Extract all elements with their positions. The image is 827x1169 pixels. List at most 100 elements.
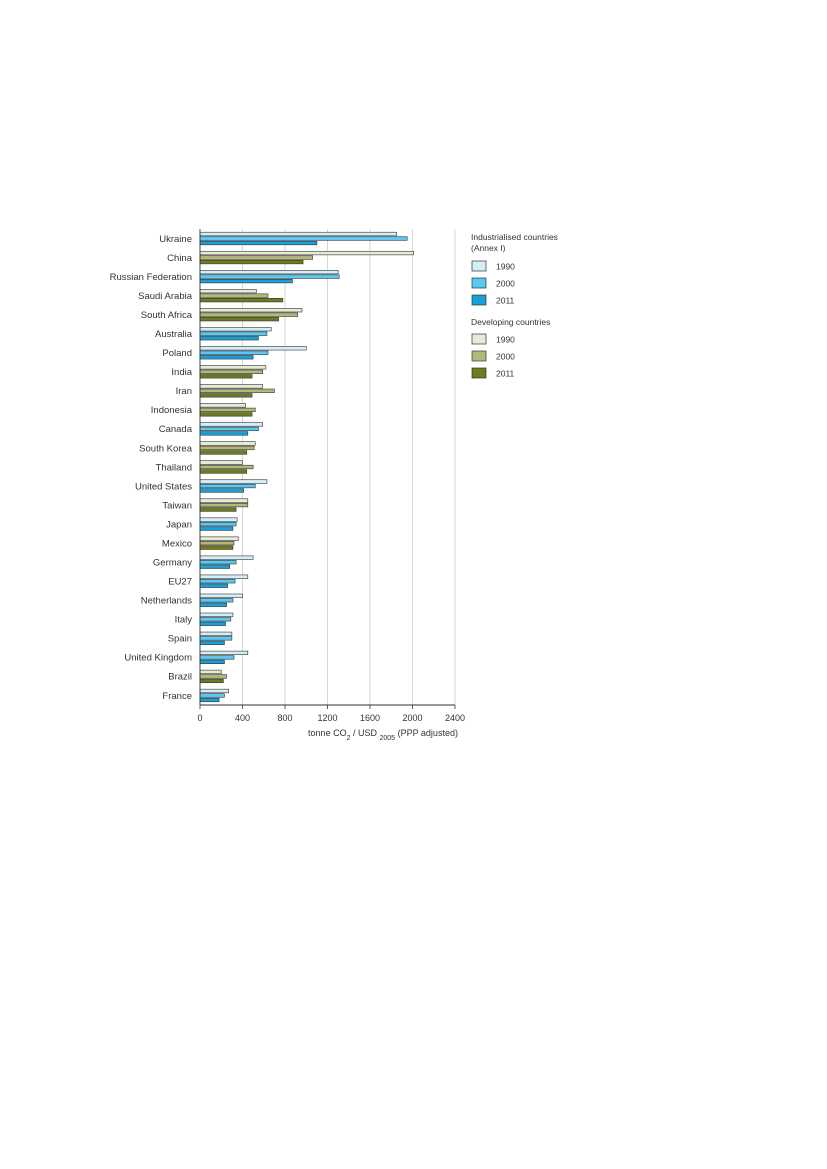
category-label-china: China: [167, 253, 193, 264]
bar-spain-2000: [199, 636, 233, 641]
category-label-thailand: Thailand: [156, 462, 192, 473]
category-label-japan: Japan: [166, 519, 192, 530]
legend-label-developing-2011: 2011: [496, 369, 515, 379]
legend: Industrialised countries (Annex I) 1990 2…: [471, 232, 558, 379]
bar-saudi-arabia-2011: [199, 298, 284, 303]
legend-label-developing-2000: 2000: [496, 352, 515, 362]
bar-russian-federation-2000: [199, 274, 340, 279]
category-label-mexico: Mexico: [162, 538, 192, 549]
bar-australia-2011: [199, 336, 259, 341]
category-label-united-states: United States: [135, 481, 192, 492]
bar-france-2011: [199, 697, 220, 703]
category-label-ukraine: Ukraine: [159, 234, 192, 245]
category-label-indonesia: Indonesia: [151, 405, 193, 416]
bar-japan-1990: [199, 517, 238, 522]
bar-italy-2000: [199, 617, 232, 622]
category-label-iran: Iran: [176, 386, 192, 397]
bar-indonesia-2011: [199, 412, 253, 417]
bar-united-kingdom-1990: [199, 650, 249, 655]
bar-canada-2011: [199, 431, 249, 436]
bar-south-africa-1990: [199, 308, 303, 313]
bar-united-kingdom-2011: [199, 659, 225, 664]
category-label-india: India: [171, 367, 192, 378]
legend-label-industrialised-2011: 2011: [496, 296, 515, 306]
bar-ukraine-2011: [199, 240, 318, 246]
category-label-eu27: EU27: [168, 577, 192, 588]
labels-layer: 0 400 800 1200 1600 2000 2400 Ukraine China Russi…: [110, 234, 465, 723]
category-label-russian-federation: Russian Federation: [110, 272, 192, 283]
bar-united-states-2011: [199, 488, 244, 493]
legend-developing-title: Developing countries: [471, 317, 550, 327]
bar-brazil-1990: [199, 669, 222, 675]
category-label-germany: Germany: [153, 558, 192, 569]
bar-netherlands-2000: [199, 598, 234, 603]
bar-mexico-1990: [199, 536, 239, 541]
bar-china-1990: [199, 250, 414, 256]
bar-taiwan-2000: [199, 502, 249, 508]
bar-canada-1990: [199, 422, 263, 427]
bar-eu27-2011: [199, 583, 228, 588]
x-tick-label-0: 0: [197, 713, 202, 723]
legend-industrialised-title: Industrialised countries: [471, 232, 558, 242]
x-tick-label-1200: 1200: [317, 713, 337, 723]
bar-south-africa-2011: [199, 317, 279, 322]
legend-swatch-industrialised-2000: [471, 277, 487, 289]
bar-japan-2000: [199, 522, 237, 527]
bar-russian-federation-1990: [199, 269, 339, 275]
bar-italy-1990: [199, 612, 234, 617]
legend-label-developing-1990: 1990: [496, 335, 515, 345]
bar-india-2011: [199, 374, 253, 379]
legend-swatch-developing-2000: [471, 350, 487, 362]
bar-thailand-2011: [199, 469, 248, 474]
x-tick-label-1600: 1600: [360, 713, 380, 723]
bar-eu27-2000: [199, 579, 236, 584]
bar-spain-2011: [199, 640, 225, 645]
bar-indonesia-2000: [199, 407, 256, 412]
bar-australia-1990: [199, 327, 272, 332]
bar-iran-1990: [199, 384, 263, 389]
bar-germany-2011: [199, 564, 231, 569]
axis-layer: [199, 229, 456, 709]
bar-ukraine-1990: [199, 231, 397, 237]
x-tick-label-800: 800: [277, 713, 292, 723]
bar-germany-1990: [199, 555, 254, 560]
category-label-taiwan: Taiwan: [162, 500, 192, 511]
category-label-saudi-arabia: Saudi Arabia: [138, 291, 193, 302]
bar-spain-1990: [199, 631, 233, 636]
x-tick-label-400: 400: [235, 713, 250, 723]
bar-brazil-2000: [199, 674, 227, 679]
category-label-netherlands: Netherlands: [141, 596, 192, 607]
bar-poland-2000: [199, 350, 269, 355]
bar-south-korea-2011: [199, 450, 248, 455]
bar-germany-2000: [199, 560, 237, 565]
bar-poland-1990: [199, 346, 307, 351]
x-tick-label-2400: 2400: [445, 713, 465, 723]
legend-label-industrialised-2000: 2000: [496, 279, 515, 289]
legend-swatch-developing-2011: [471, 367, 487, 379]
bar-eu27-1990: [199, 574, 249, 579]
x-axis-label: tonne CO2 / USD 2005 (PPP adjusted): [308, 728, 458, 742]
bar-india-1990: [199, 365, 267, 370]
bar-australia-2000: [199, 331, 268, 336]
bar-poland-2011: [199, 355, 254, 360]
legend-swatch-developing-1990: [471, 333, 487, 345]
legend-swatch-industrialised-2011: [471, 294, 487, 306]
category-label-south-korea: South Korea: [139, 443, 193, 454]
category-label-canada: Canada: [159, 424, 193, 435]
bar-saudi-arabia-1990: [199, 289, 257, 294]
bar-united-kingdom-2000: [199, 655, 235, 660]
bar-india-2000: [199, 369, 263, 374]
bar-united-states-1990: [199, 479, 268, 484]
bar-mexico-2000: [199, 541, 235, 546]
bar-taiwan-2011: [199, 507, 237, 512]
bar-netherlands-2011: [199, 602, 227, 607]
legend-swatch-industrialised-1990: [471, 260, 487, 272]
bar-south-africa-2000: [199, 312, 299, 317]
bar-netherlands-1990: [199, 593, 243, 598]
category-label-italy: Italy: [175, 615, 193, 626]
bar-mexico-2011: [199, 545, 234, 550]
category-label-brazil: Brazil: [168, 672, 192, 683]
bar-italy-2011: [199, 621, 226, 626]
bar-canada-2000: [199, 426, 259, 432]
bar-taiwan-1990: [199, 498, 249, 503]
